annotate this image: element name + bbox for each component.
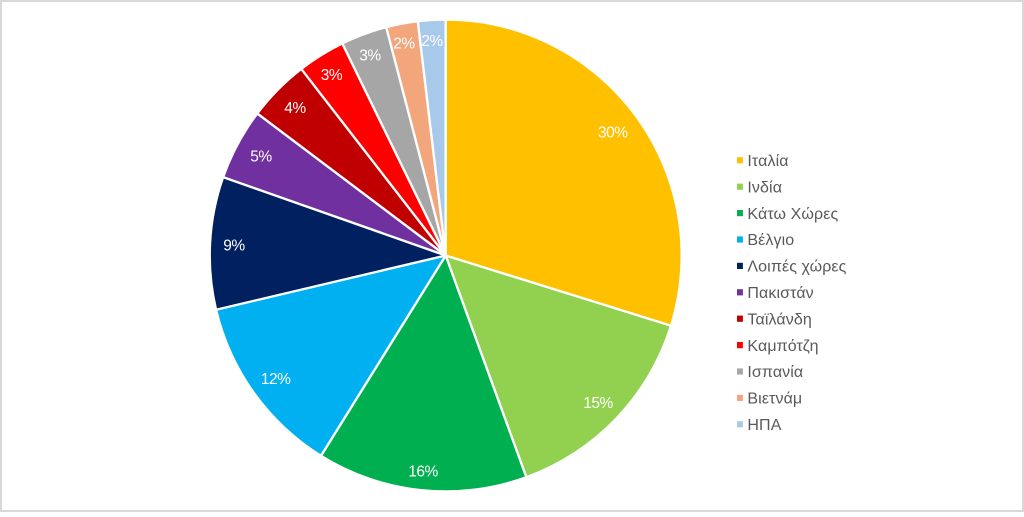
svg-text:Ισπανία: Ισπανία	[747, 364, 803, 381]
svg-text:Κάτω Χώρες: Κάτω Χώρες	[747, 206, 838, 223]
svg-text:16%: 16%	[408, 463, 438, 480]
svg-text:Ινδία: Ινδία	[747, 179, 782, 196]
svg-text:ΗΠΑ: ΗΠΑ	[747, 417, 781, 434]
svg-text:Ιταλία: Ιταλία	[747, 153, 788, 170]
svg-text:Καμπότζη: Καμπότζη	[747, 338, 818, 355]
svg-text:4%: 4%	[284, 100, 306, 117]
svg-text:3%: 3%	[359, 47, 381, 64]
svg-text:Βέλγιο: Βέλγιο	[747, 232, 794, 249]
svg-text:2%: 2%	[393, 35, 415, 52]
svg-text:12%: 12%	[261, 371, 291, 388]
svg-text:Πακιστάν: Πακιστάν	[747, 285, 813, 302]
svg-text:15%: 15%	[583, 395, 613, 412]
svg-text:Βιετνάμ: Βιετνάμ	[747, 391, 802, 408]
svg-text:5%: 5%	[250, 148, 272, 165]
svg-text:3%: 3%	[321, 67, 343, 84]
svg-text:Λοιπές χώρες: Λοιπές χώρες	[747, 259, 846, 276]
svg-text:Ταϊλάνδη: Ταϊλάνδη	[747, 311, 811, 328]
svg-text:9%: 9%	[223, 237, 245, 254]
svg-text:2%: 2%	[421, 33, 443, 50]
svg-text:30%: 30%	[598, 125, 628, 142]
